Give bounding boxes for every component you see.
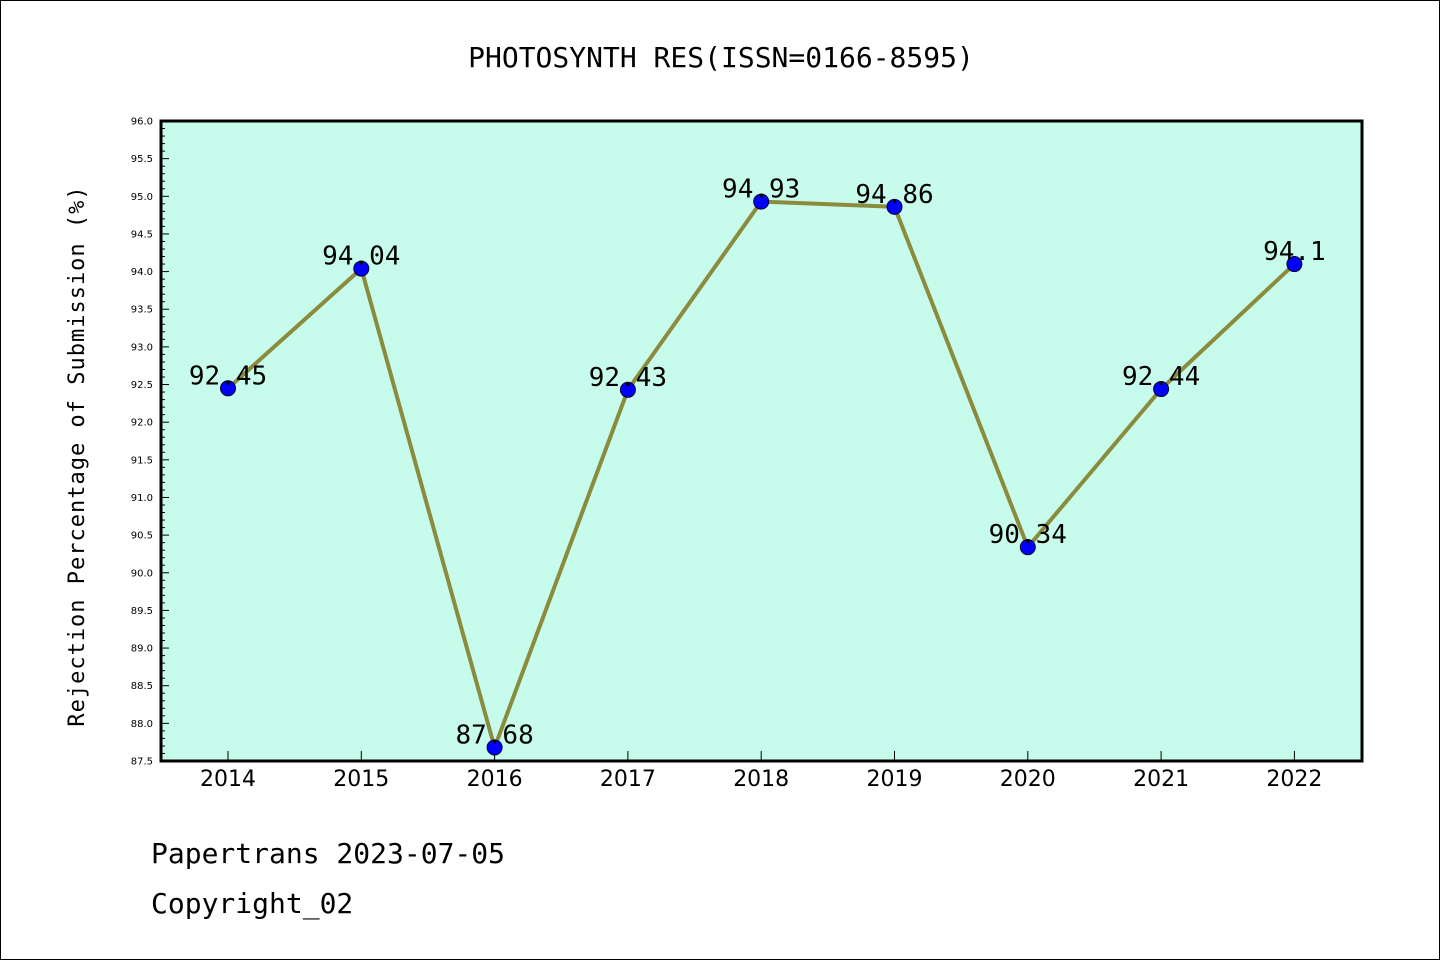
y-tick-label: 91.0: [131, 493, 153, 504]
data-point-marker: [220, 380, 236, 397]
data-label: 90.34: [989, 520, 1067, 550]
x-tick-label: 2021: [1133, 767, 1189, 792]
y-tick-label: 92.5: [131, 380, 153, 391]
y-axis: 87.5 88.0 88.5 89.0 89.5 90.0 90.5 91.0 91.5 92.0…: [131, 117, 169, 768]
data-label: 94.1: [1263, 237, 1326, 267]
data-label: 94.04: [322, 242, 400, 272]
plot-area: [159, 119, 1364, 763]
y-axis-label: Rejection Percentage of Submission (%): [65, 185, 90, 726]
y-tick-label: 89.5: [131, 606, 153, 617]
data-label: 92.44: [1122, 362, 1200, 392]
x-tick-label: 2016: [467, 767, 523, 792]
x-axis: 2014 2015 2016 2017 2018 2019 2020 2021 2022: [200, 751, 1322, 792]
x-tick-label: 2019: [867, 767, 923, 792]
data-point-marker: [886, 198, 903, 215]
y-tick-label: 88.0: [131, 719, 153, 730]
data-label: 92.45: [189, 361, 267, 391]
x-tick-label: 2014: [200, 767, 256, 792]
y-tick-label: 95.5: [131, 154, 153, 165]
data-point-marker: [1286, 256, 1303, 273]
x-tick-label: 2020: [1000, 767, 1056, 792]
y-tick-label: 93.0: [131, 342, 153, 353]
data-label: 94.86: [855, 180, 933, 210]
data-point-marker: [353, 260, 370, 277]
footer-copyright: Copyright_02: [151, 887, 354, 920]
x-tick-label: 2022: [1266, 767, 1322, 792]
y-tick-label: 87.5: [131, 757, 153, 768]
data-point-marker: [753, 193, 770, 210]
data-point-marker: [1019, 539, 1036, 556]
y-tick-label: 88.5: [131, 681, 153, 692]
y-tick-label: 94.0: [131, 267, 153, 278]
y-tick-label: 94.5: [131, 229, 153, 240]
y-tick-label: 89.0: [131, 644, 153, 655]
y-tick-label: 95.0: [131, 192, 153, 203]
series-layer: 92.45 94.04 87.68 92.43 94.93 94.86 90.34 92.44…: [189, 175, 1326, 756]
x-tick-label: 2017: [600, 767, 656, 792]
data-point-marker: [1153, 381, 1170, 398]
y-tick-label: 93.5: [131, 305, 153, 316]
data-label: 94.93: [722, 175, 800, 205]
data-label: 92.43: [589, 363, 667, 393]
y-tick-label: 96.0: [131, 117, 153, 128]
y-tick-label: 90.0: [131, 568, 153, 579]
data-label: 87.68: [455, 720, 533, 750]
y-tick-label: 90.5: [131, 531, 153, 542]
y-tick-label: 92.0: [131, 418, 153, 429]
x-tick-label: 2018: [733, 767, 789, 792]
data-point-marker: [619, 381, 636, 398]
footer-date: Papertrans 2023-07-05: [151, 837, 506, 870]
x-tick-label: 2015: [333, 767, 389, 792]
chart-title: PHOTOSYNTH RES(ISSN=0166-8595): [468, 41, 974, 74]
y-tick-label: 91.5: [131, 455, 153, 466]
data-point-marker: [486, 739, 503, 756]
